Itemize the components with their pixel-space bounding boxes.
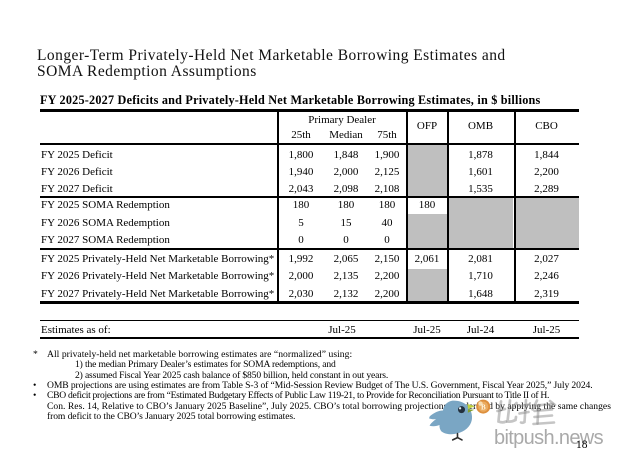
svg-text:B: B bbox=[481, 404, 486, 412]
